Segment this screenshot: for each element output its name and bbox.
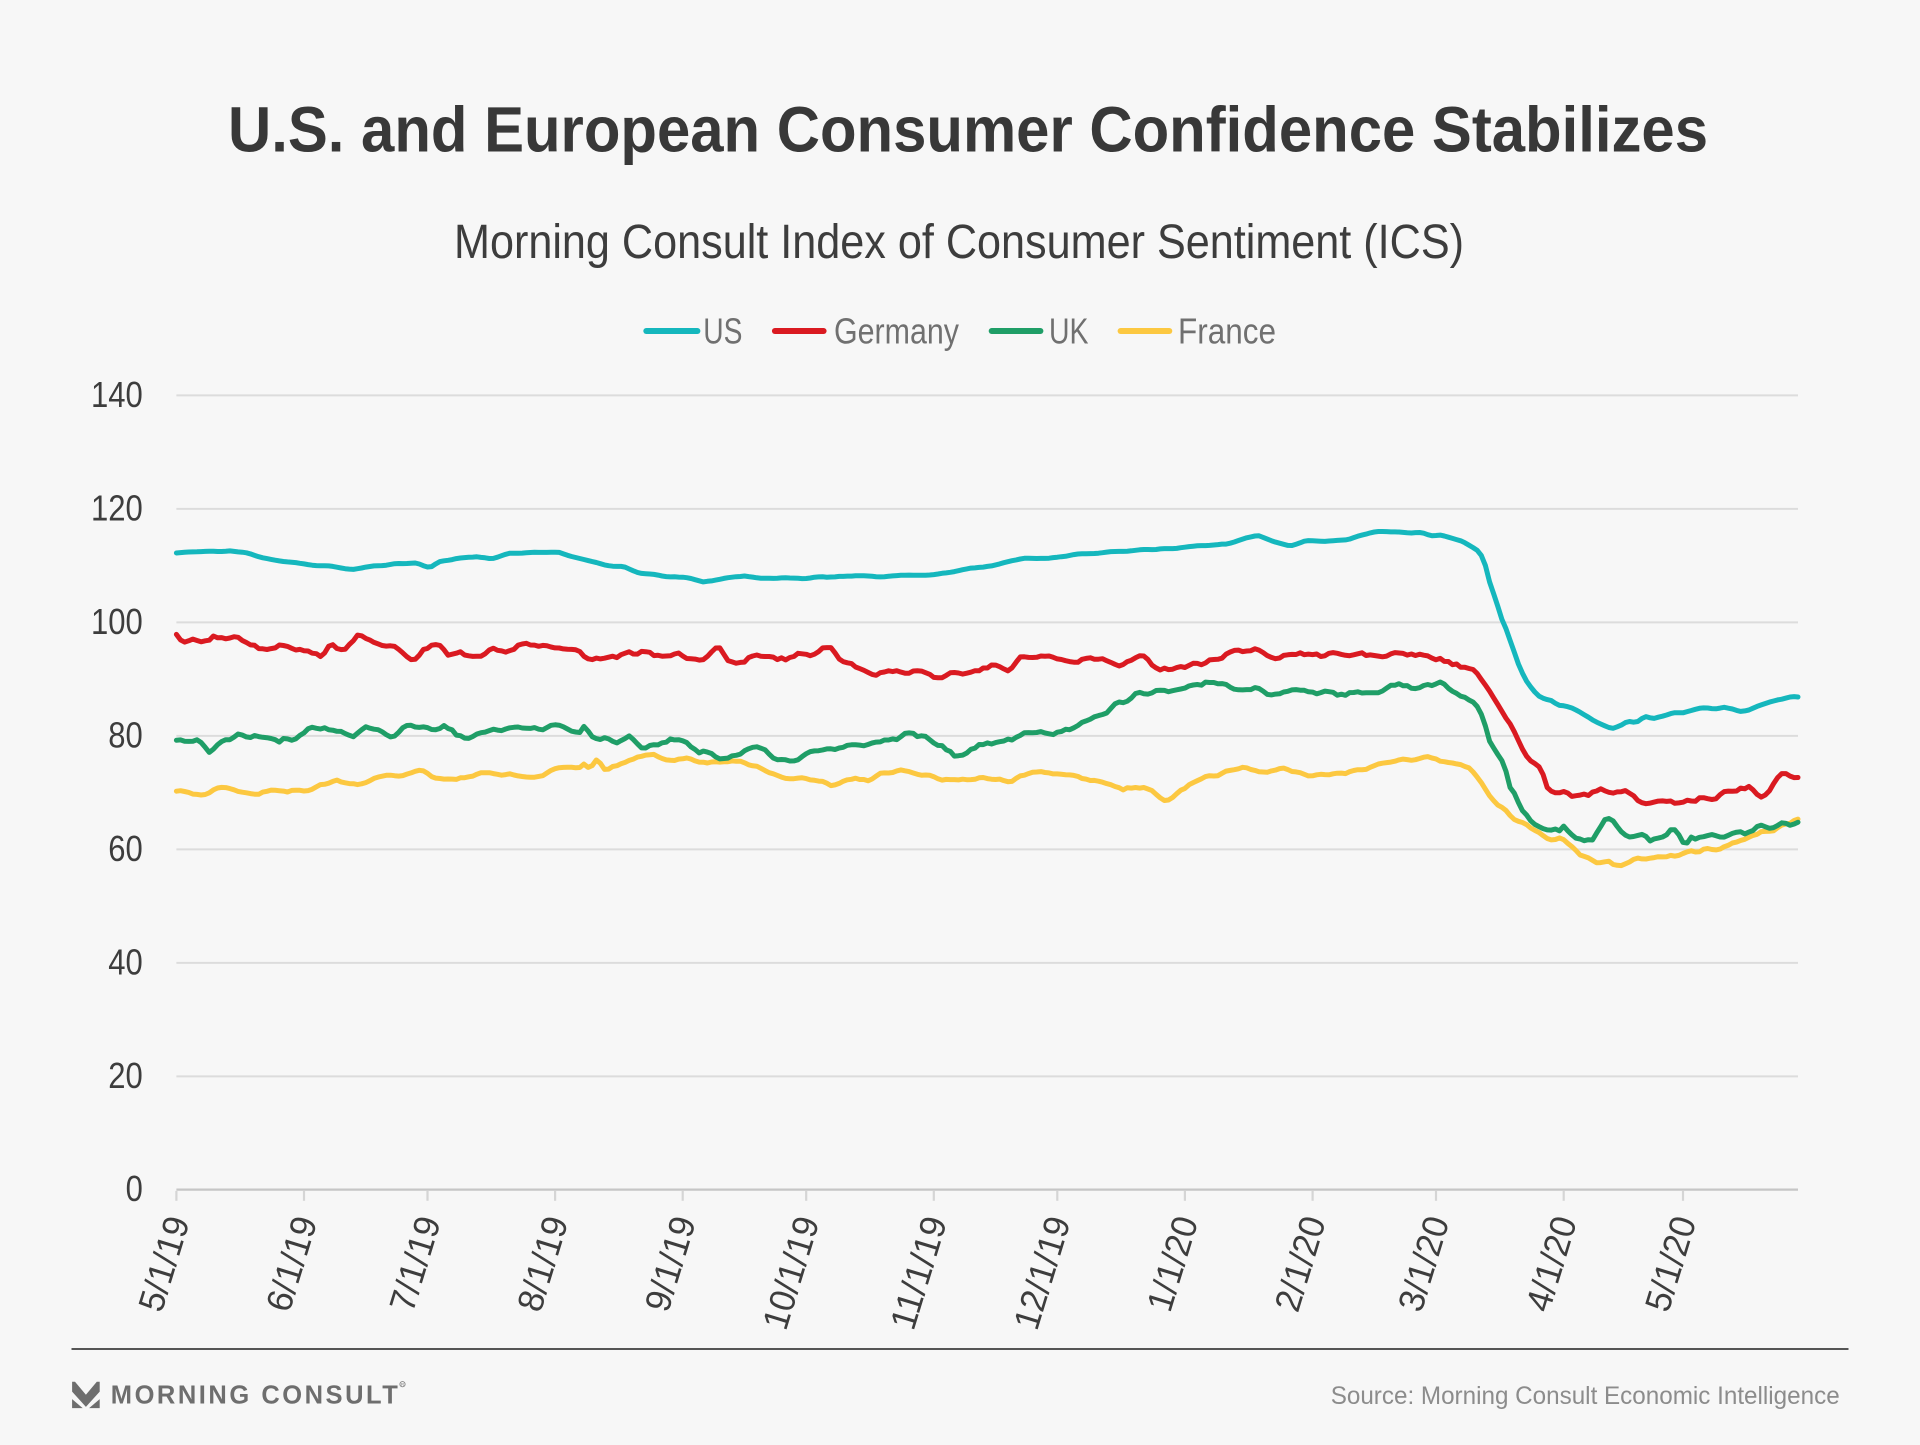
svg-text:MORNING CONSULT: MORNING CONSULT <box>111 1381 398 1409</box>
svg-text:120: 120 <box>91 487 143 528</box>
svg-text:0: 0 <box>126 1168 143 1209</box>
svg-text:Germany: Germany <box>834 311 959 352</box>
svg-text:80: 80 <box>108 714 143 755</box>
svg-text:20: 20 <box>108 1055 143 1096</box>
svg-text:Morning Consult Index of Consu: Morning Consult Index of Consumer Sentim… <box>454 216 1464 269</box>
svg-text:US: US <box>703 311 742 352</box>
svg-text:40: 40 <box>108 941 143 982</box>
svg-text:140: 140 <box>91 374 143 415</box>
svg-text:UK: UK <box>1049 311 1089 352</box>
svg-text:France: France <box>1178 311 1276 352</box>
svg-text:U.S. and European Consumer Con: U.S. and European Consumer Confidence St… <box>228 93 1708 165</box>
svg-text:60: 60 <box>108 828 143 869</box>
svg-text:100: 100 <box>91 601 143 642</box>
svg-text:Source: Morning Consult Econom: Source: Morning Consult Economic Intelli… <box>1331 1382 1840 1410</box>
svg-text:R: R <box>401 1382 405 1387</box>
